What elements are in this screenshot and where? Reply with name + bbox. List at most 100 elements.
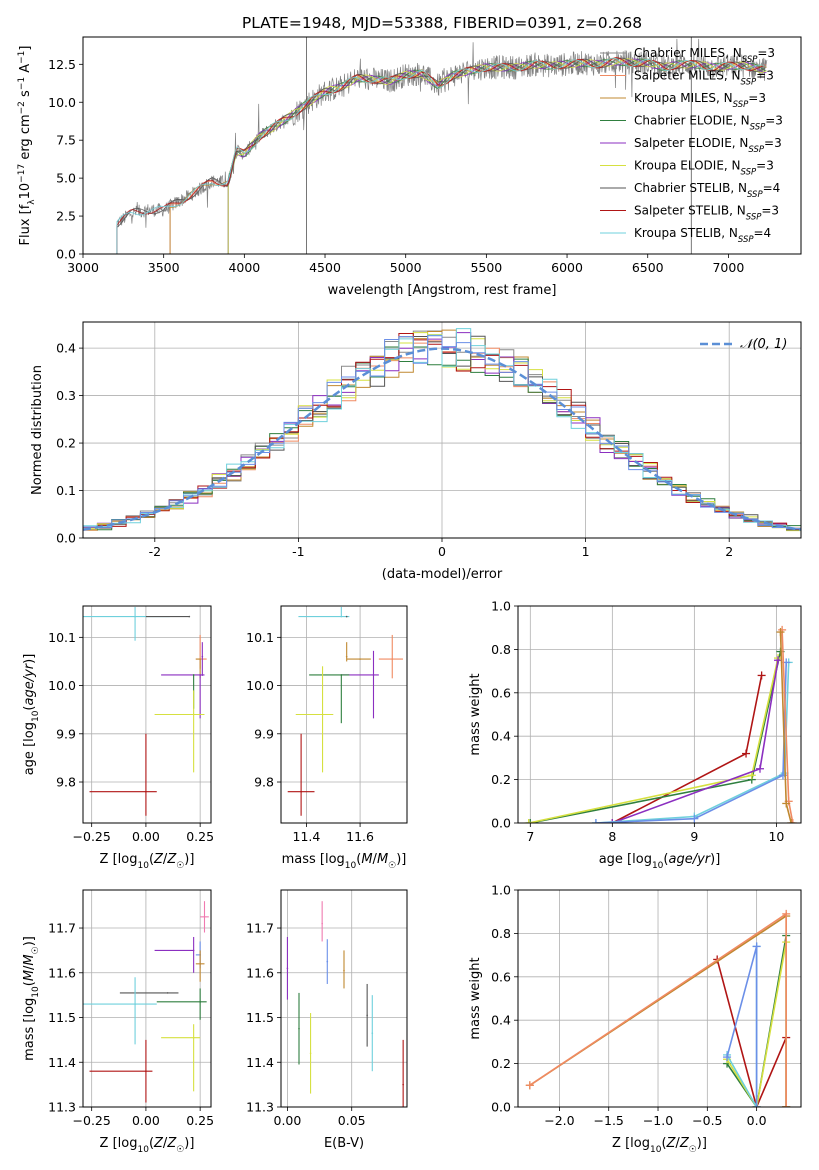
data-point [321,713,324,716]
y-tick-label: 11.5 [246,1010,274,1025]
y-tick-label: 10.0 [246,678,274,693]
data-point [345,615,348,618]
x-tick-label: 3000 [67,260,99,275]
y-tick-label: 7.5 [56,133,76,148]
model-line-salpeter-stelib [116,57,766,254]
legend-label: 𝒩(0, 1) [740,337,787,352]
data-point [300,790,302,793]
plot-area-residuals [83,328,801,532]
data-point [359,658,361,660]
data-point [298,1027,300,1030]
y-tick-label: 0.4 [491,1013,511,1028]
x-tick-label: 8 [608,829,616,844]
y-tick-label: 10.0 [48,95,76,110]
y-axis-label: mass [log10(M/M☉)] [22,936,41,1061]
y-tick-label: 10.1 [246,630,274,645]
x-tick-label: 9 [690,829,698,844]
legend: Chabrier MILES, NSSP=3 Salpeter MILES, NS… [600,46,783,245]
y-tick-label: 9.9 [56,726,76,741]
data-point [199,1001,201,1003]
x-axis-label-ebv: E(B-V) [324,1136,364,1151]
x-tick-label: 0.25 [186,1113,214,1128]
data-point [321,922,323,925]
y-tick-label: 0.2 [491,772,511,787]
panel-mass-vs-ebv: 0.00 0.05 11.3 11.4 11.5 11.6 11.7 [246,889,408,1128]
y-tick-label: 1.0 [491,599,511,614]
legend-label: Chabrier ELODIE, NSSP=3 [634,114,783,133]
axes-frame [280,605,408,824]
data-point [199,658,201,660]
axes-frame [517,605,802,824]
y-tick-label: 0.3 [56,388,76,403]
panel-weight-vs-age: 7 8 9 10 0.0 0.2 0.4 0.6 0.8 1.0 age [log10(age/yr… [468,599,802,871]
y-tick-label: 12.5 [48,57,76,72]
x-tick-label: 6500 [632,260,664,275]
y-axis-label: mass weight [468,673,483,755]
y-tick-label: 10.1 [48,630,76,645]
x-axis-label: mass [log10(M/M☉)] [282,852,407,871]
data-point [188,615,191,618]
axes-frame [82,36,802,255]
x-axis-label: wavelength [Angstrom, rest frame] [328,283,557,298]
data-point [345,655,348,658]
normal-curve [83,347,801,531]
y-tick-label: 0.8 [491,642,511,657]
panel-spectrum: 3000 3500 4000 4500 5000 5500 6000 6500 7000 0.0 2… [17,36,802,298]
plot-area-age-vs-Z [83,606,207,816]
x-tick-label: 4000 [228,260,260,275]
plot-area-age-vs-mass [287,606,403,816]
panel-age-vs-Z: −0.25 0.00 0.25 9.8 9.9 10.0 10.1 Z [log10(Z/Z☉… [22,605,214,871]
data-point [201,655,204,658]
x-tick-label: 0.00 [274,1113,302,1128]
x-tick-label: 2 [725,544,733,559]
plot-area-spectrum [116,37,768,254]
y-tick-label: 0.1 [56,483,76,498]
y-tick-label: 0.0 [491,816,511,831]
y-tick-label: 11.7 [246,921,274,936]
data-point [192,1036,195,1039]
data-point [192,713,195,716]
y-tick-label: 9.8 [56,775,76,790]
x-tick-label: 0.25 [186,829,214,844]
axes-frame [82,321,802,539]
legend-label: Kroupa STELIB, NSSP=4 [634,226,771,245]
data-point [192,674,195,676]
y-tick-label: 0.0 [56,247,76,262]
axes-frame [82,889,212,1108]
y-tick-label: 11.7 [48,921,76,936]
legend-label: Kroupa MILES, NSSP=3 [634,91,766,110]
y-tick-label: 9.9 [254,726,274,741]
x-axis-label: (data-model)/error [382,567,503,582]
weight-line [595,662,790,823]
data-point [203,916,206,918]
x-tick-label: −1.0 [643,1113,673,1128]
figure-title: PLATE=1948, MJD=53388, FIBERID=0391, z=0… [242,14,642,32]
legend-label: Chabrier MILES, NSSP=3 [634,46,775,65]
axes-frame [280,889,408,1108]
x-tick-label: 5500 [470,260,502,275]
x-tick-label: −2.0 [544,1113,574,1128]
data-point [326,960,329,963]
model-line-salpeter-elodie [227,58,767,254]
y-tick-label: 0.6 [491,969,511,984]
data-point [340,615,343,618]
data-point [199,674,201,676]
y-tick-label: 11.3 [246,1100,274,1115]
data-point [134,615,136,618]
panel-weight-vs-Z: −2.0 −1.5 −1.0 −0.5 0.0 0.0 0.2 0.4 0.6 0.8 1.0 Z [… [468,883,802,1155]
x-tick-label: 11.4 [293,829,321,844]
data-point [192,949,195,952]
data-point [340,674,343,676]
plot-area-weight-vs-age [524,625,797,823]
x-axis-label: Z [log10(Z/Z☉)] [100,852,195,871]
y-tick-label: 11.4 [48,1055,76,1070]
plot-area-mass-vs-Z [83,901,209,1103]
x-tick-label: 6000 [551,260,583,275]
data-point [402,1083,404,1086]
legend-label: Chabrier STELIB, NSSP=4 [634,181,780,200]
x-tick-label: −0.25 [73,1113,111,1128]
x-tick-label: −0.5 [692,1113,722,1128]
data-point [371,1032,374,1034]
